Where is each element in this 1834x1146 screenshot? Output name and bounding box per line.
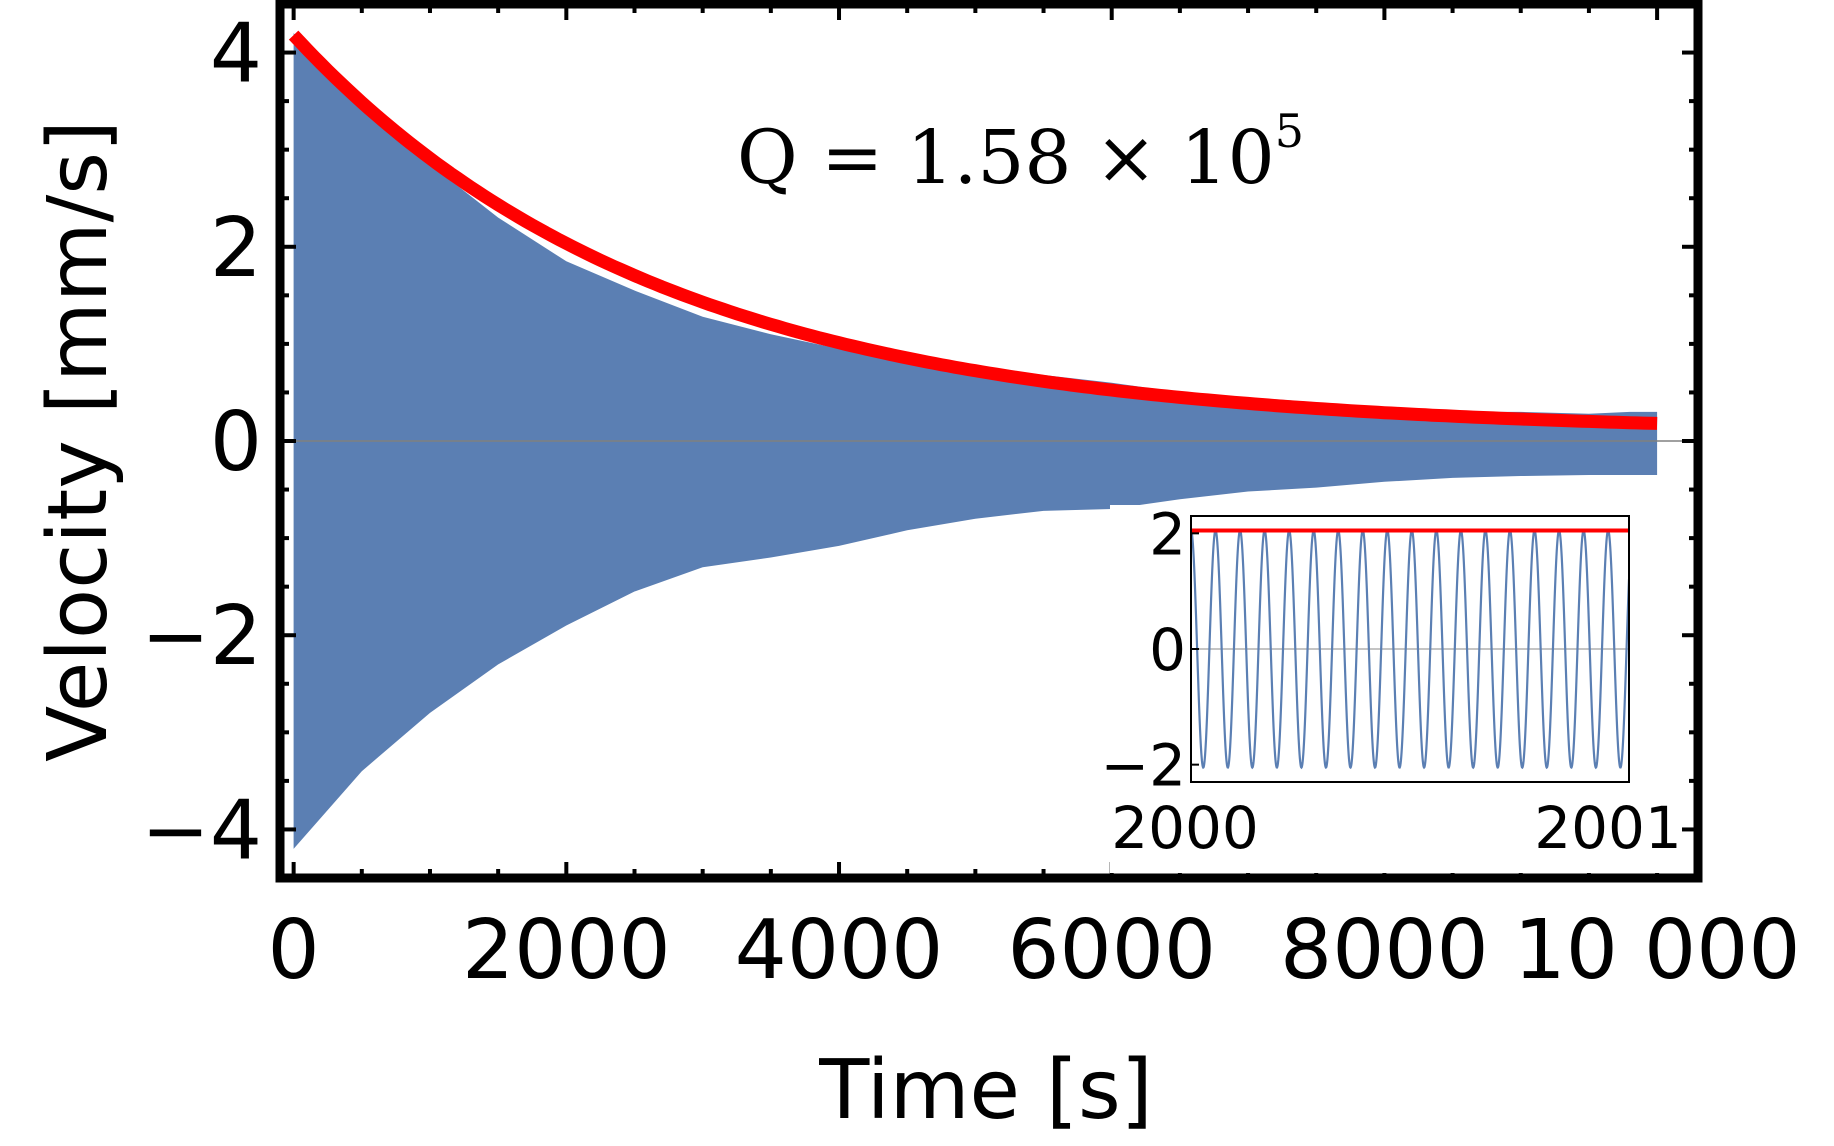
- x-tick-label: 0: [268, 903, 320, 998]
- quality-factor-annotation: Q = 1.58 × 105: [737, 104, 1304, 201]
- y-tick-label: −4: [141, 783, 262, 878]
- x-tick-label: 10 000: [1514, 903, 1801, 998]
- main-plot: 0 2000 4000 6000 8000 10 000 −4 −2 0 2 4 Q = 1.58…: [31, 0, 1801, 1138]
- y-axis-title: Velocity [mm/s]: [31, 120, 126, 762]
- inset-plot: 2000 2001 −2 0 2: [1101, 500, 1682, 873]
- inset-frame: [1190, 515, 1630, 783]
- y-tick-label: 2: [210, 201, 262, 296]
- x-tick-label: 4000: [735, 903, 944, 998]
- y-tick-labels: −4 −2 0 2 4: [141, 7, 262, 879]
- inset-y-ticks: [1191, 532, 1199, 766]
- x-tick-label: 8000: [1280, 903, 1489, 998]
- annotation-exponent: 5: [1275, 104, 1304, 158]
- x-tick-label: 6000: [1007, 903, 1216, 998]
- annotation-base: Q = 1.58 × 10: [737, 115, 1275, 201]
- y-tick-label: −2: [141, 589, 262, 684]
- y-tick-label: 4: [210, 7, 262, 102]
- inset-y-tick-label: 2: [1149, 500, 1186, 568]
- y-tick-label: 0: [210, 395, 262, 490]
- inset-y-tick-labels: −2 0 2: [1101, 500, 1187, 799]
- inset-x-tick-label: 2000: [1111, 794, 1259, 862]
- x-tick-label: 2000: [462, 903, 671, 998]
- exponential-fit-curve: [288, 30, 1658, 430]
- x-axis-title: Time [s]: [818, 1043, 1152, 1138]
- inset-y-tick-label: −2: [1101, 732, 1187, 800]
- plot-frame: [275, 0, 1703, 883]
- inset-x-tick-labels: 2000 2001: [1111, 794, 1682, 862]
- inset-x-tick-label: 2001: [1534, 794, 1682, 862]
- inset-y-tick-label: 0: [1149, 616, 1186, 684]
- x-tick-labels: 0 2000 4000 6000 8000 10 000: [268, 903, 1801, 998]
